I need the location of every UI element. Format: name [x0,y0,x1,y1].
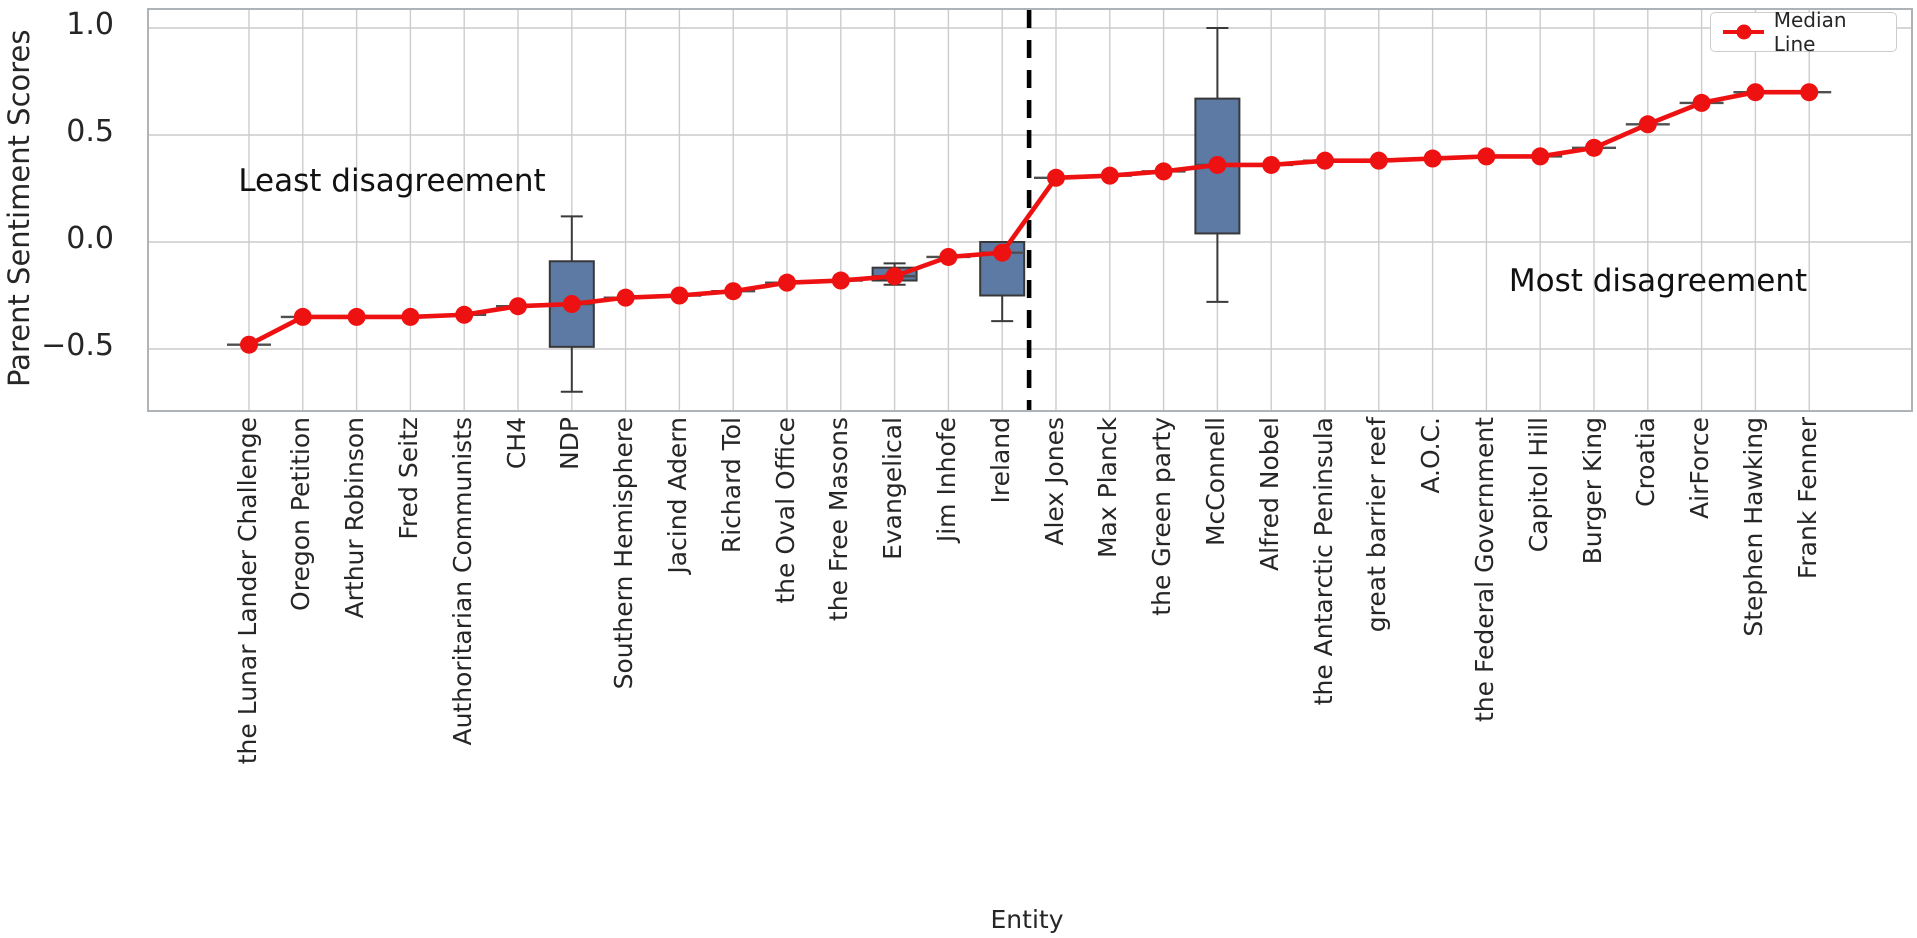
median-point [1154,162,1173,181]
x-tick-label: Stephen Hawking [1738,417,1768,637]
median-point [778,273,796,292]
x-tick-label: AirForce [1685,417,1715,519]
x-tick-label: Alfred Nobel [1254,417,1284,571]
median-point [1316,151,1334,170]
median-point [1423,149,1442,168]
median-point [562,295,581,314]
median-point [1208,155,1227,174]
x-tick-label: Ireland [985,417,1015,504]
y-tick-label: 1.0 [66,7,114,42]
median-point [939,247,958,266]
median-point [1585,138,1603,157]
annotation-most-disagreement: Most disagreement [1508,263,1808,299]
x-tick-label: Southern Hemisphere [609,417,639,690]
x-tick-label: Frank Fenner [1792,417,1822,580]
y-tick-label: 0.0 [66,221,114,256]
legend: Median Line [1710,8,1897,56]
x-tick-label: the Federal Government [1469,417,1499,723]
legend-median-line-icon [1723,24,1764,40]
x-tick-label: the Antarctic Peninsula [1308,417,1338,706]
median-point [1692,93,1711,112]
x-tick-label: the Oval Office [770,417,800,604]
chart-canvas [149,10,1911,410]
median-point [1531,147,1550,166]
x-axis-label: Entity [990,905,1064,934]
median-point [1746,83,1765,102]
y-tick-label: −0.5 [41,328,114,363]
x-tick-label: Authoritarian Communists [447,417,477,746]
median-point [724,282,743,301]
median-point [1477,147,1496,166]
x-tick-label: NDP [555,417,585,471]
median-point [831,271,850,290]
x-tick-label: the Green party [1147,417,1177,616]
x-tick-label: McConnell [1200,417,1230,547]
x-tick-label: CH4 [501,417,531,470]
y-tick-label: 0.5 [66,114,114,149]
median-point [1638,115,1657,134]
legend-label: Median Line [1773,8,1847,56]
x-tick-label: Fred Seitz [393,417,423,540]
median-point [616,288,635,307]
x-tick-label: Arthur Robinson [340,417,370,619]
x-tick-label: Capitol Hill [1523,417,1553,553]
x-tick-label: Croatia [1631,417,1661,507]
x-tick-label: A.O.C. [1416,417,1446,494]
x-tick-label: Oregon Petition [286,417,316,611]
median-point [885,267,904,286]
median-point [1100,166,1119,185]
x-tick-label: Jacind Adern [662,417,692,574]
median-point [1047,168,1065,187]
median-point [347,307,366,326]
plot-area [147,8,1913,412]
x-tick-label: Alex Jones [1039,417,1069,546]
x-tick-label: the Free Masons [824,417,854,622]
x-tick-label: Richard Tol [716,417,746,554]
median-point [993,243,1012,262]
x-tick-label: great barrier reef [1362,417,1392,633]
median-point [1369,151,1388,170]
x-tick-label: the Lunar Lander Challenge [232,417,262,765]
median-point [401,307,420,326]
median-point [1262,155,1281,174]
x-tick-label: Burger King [1577,417,1607,565]
median-line [247,89,1810,347]
median-point [670,286,689,305]
annotation-least-disagreement: Least disagreement [238,163,546,199]
x-tick-label: Jim Inhofe [931,417,961,543]
x-tick-label: Max Planck [1093,417,1123,559]
median-point [1800,83,1819,102]
median-point [293,307,312,326]
median-point [240,335,258,354]
median-point [509,297,527,316]
x-tick-label: Evangelical [878,417,908,560]
median-point [455,305,474,324]
